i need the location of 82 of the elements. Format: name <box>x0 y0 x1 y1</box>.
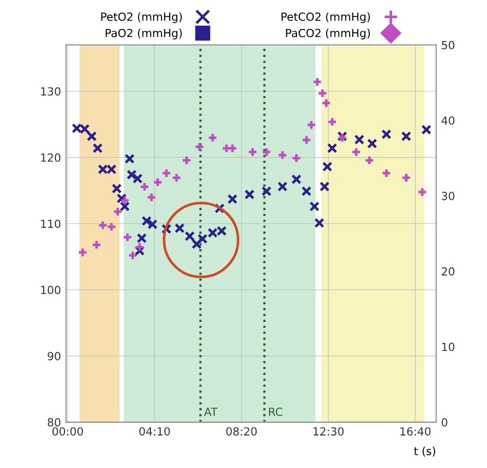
point <box>192 239 202 250</box>
point <box>184 231 195 242</box>
point <box>401 131 412 142</box>
x-axis-title: t (s) <box>414 446 436 457</box>
point <box>367 138 378 149</box>
point <box>128 250 138 260</box>
point <box>321 98 332 108</box>
point <box>291 174 302 184</box>
point <box>244 189 255 200</box>
point <box>309 201 320 212</box>
point <box>161 168 172 178</box>
point <box>322 162 332 172</box>
point <box>86 131 97 142</box>
point <box>381 168 392 178</box>
point <box>134 242 145 252</box>
point <box>171 172 182 183</box>
point <box>120 201 130 212</box>
point <box>208 132 218 143</box>
x-tick-label: 16:40 <box>400 427 431 436</box>
point <box>124 154 135 164</box>
legend-label: PaO2 (mmHg) <box>106 28 182 40</box>
legend-label: PetCO2 (mmHg) <box>282 12 370 24</box>
ref-line-label: RC <box>269 408 282 416</box>
point <box>312 76 322 87</box>
point <box>136 233 147 244</box>
point <box>152 177 163 188</box>
x-tick-label: 00:00 <box>52 427 83 436</box>
point <box>277 181 288 192</box>
point <box>417 186 428 198</box>
x-tick-label: 08:20 <box>226 427 257 436</box>
point <box>98 220 108 230</box>
point <box>381 129 392 140</box>
y-tick-label: 120 <box>41 153 60 162</box>
point <box>248 147 258 158</box>
point <box>92 143 103 154</box>
y-tick-label: 100 <box>41 286 60 294</box>
point <box>317 88 328 98</box>
point <box>401 172 412 183</box>
point <box>314 218 324 228</box>
point <box>120 195 130 206</box>
point <box>291 153 302 164</box>
point <box>227 194 238 204</box>
point <box>112 183 122 194</box>
point <box>92 240 102 250</box>
point <box>364 155 374 166</box>
point <box>112 206 123 217</box>
y2-tick-label: 40 <box>442 116 454 125</box>
y2-tick-label: 10 <box>442 342 454 352</box>
point <box>174 223 185 234</box>
point <box>351 147 362 158</box>
point <box>78 247 88 258</box>
point <box>354 134 364 145</box>
legend-label: PetO2 (mmHg) <box>101 12 182 24</box>
point <box>327 143 338 154</box>
x-tick-label: 12:30 <box>314 427 344 436</box>
y2-tick-label: 30 <box>442 192 454 200</box>
y-tick-label: 130 <box>41 87 60 96</box>
y-tick-label: 90 <box>48 352 60 360</box>
point <box>198 234 208 244</box>
point <box>182 155 192 166</box>
point <box>327 116 338 127</box>
point <box>320 181 330 192</box>
legend-label: PaCO2 (mmHg) <box>286 28 370 40</box>
point <box>139 182 150 192</box>
point <box>146 192 157 202</box>
point <box>122 232 133 242</box>
point <box>261 186 272 196</box>
point <box>301 134 312 146</box>
point <box>301 186 312 196</box>
point <box>277 150 288 160</box>
y2-tick-label: 20 <box>442 267 454 276</box>
point <box>194 142 204 152</box>
y-tick-label: 80 <box>48 418 60 427</box>
y2-tick-label: 50 <box>442 40 454 50</box>
point <box>261 147 272 158</box>
point <box>421 124 432 135</box>
y2-tick-label: 0 <box>442 418 448 427</box>
x-tick-label: 04:10 <box>139 427 170 436</box>
ref-line-label: AT <box>204 408 218 416</box>
point <box>306 120 316 130</box>
y-tick-label: 110 <box>41 220 60 228</box>
point <box>106 222 117 232</box>
